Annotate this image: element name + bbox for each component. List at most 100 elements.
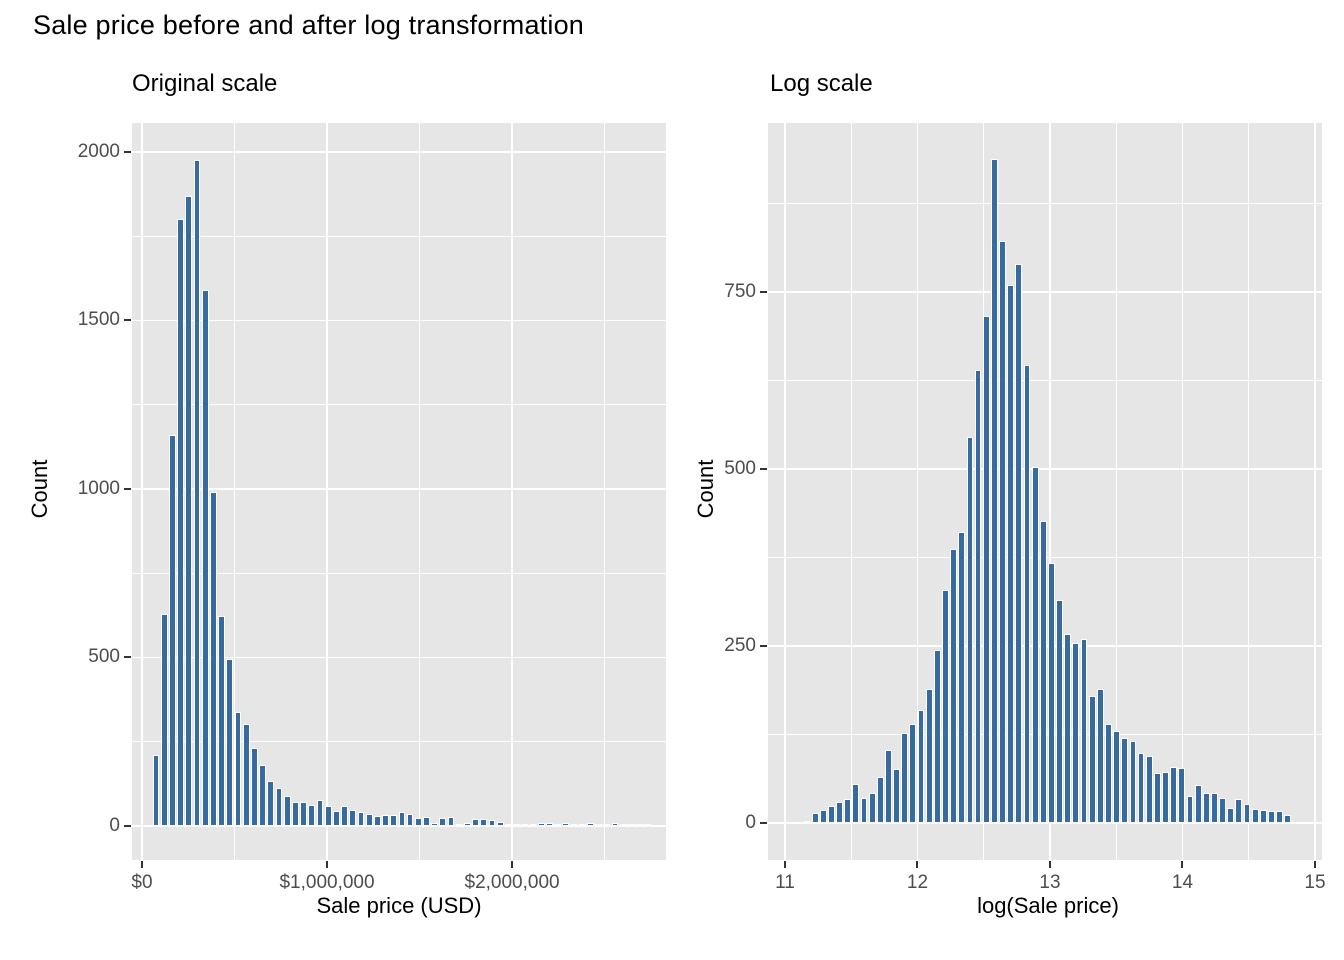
histogram-bar — [587, 822, 594, 826]
x-axis-tick — [511, 861, 514, 868]
y-axis-tick-label: 750 — [724, 281, 756, 303]
histogram-bar — [1276, 811, 1283, 824]
histogram-bar — [1137, 753, 1145, 824]
histogram-bar — [291, 802, 299, 826]
histogram-bar — [316, 800, 324, 826]
histogram-bar — [860, 797, 868, 824]
histogram-bar — [1056, 600, 1063, 824]
histogram-bar — [811, 813, 819, 824]
y-axis-tick-label: 1500 — [77, 309, 120, 331]
histogram-bar — [1113, 731, 1120, 824]
histogram-bar — [1227, 808, 1235, 824]
y-axis-tick — [124, 824, 131, 827]
histogram-bar — [537, 822, 545, 826]
histogram-bar — [1072, 643, 1080, 824]
histogram-bar — [464, 823, 471, 826]
histogram-bar — [1007, 285, 1015, 824]
histogram-bar — [488, 820, 496, 826]
y-axis-tick-label: 2000 — [77, 140, 120, 162]
histogram-bar — [447, 816, 455, 826]
histogram-bar — [1121, 737, 1129, 824]
histogram-bar — [455, 823, 463, 826]
histogram-bar — [283, 795, 291, 826]
plot-panel-log-scale — [768, 123, 1322, 860]
histogram-bar — [529, 823, 537, 826]
gridline-major-horizontal — [768, 291, 1322, 293]
x-axis-tick — [1181, 861, 1184, 868]
gridline-major-vertical — [326, 123, 328, 860]
y-axis-tick — [760, 822, 767, 825]
histogram-bar — [185, 195, 193, 826]
histogram-bar — [472, 819, 480, 826]
histogram-bar — [1251, 809, 1259, 824]
gridline-major-vertical — [511, 123, 513, 860]
histogram-bar — [1129, 741, 1137, 824]
histogram-bar — [885, 750, 892, 824]
histogram-bar — [1178, 767, 1186, 824]
histogram-bar — [365, 814, 373, 826]
histogram-bar — [1015, 263, 1023, 824]
x-axis-tick — [1313, 861, 1316, 868]
y-axis-tick-label: 1000 — [77, 477, 120, 499]
histogram-bar — [554, 823, 562, 826]
histogram-bar — [341, 805, 348, 826]
gridline-minor-vertical — [850, 123, 852, 860]
histogram-bar — [803, 821, 811, 824]
gridline-major-horizontal — [768, 468, 1322, 470]
y-axis-tick — [124, 319, 131, 322]
histogram-bar — [414, 817, 422, 826]
histogram-bar — [1039, 520, 1047, 824]
y-axis-tick — [124, 656, 131, 659]
histogram-bar — [546, 823, 553, 826]
y-axis-tick-label: 500 — [88, 646, 120, 668]
gridline-minor-horizontal — [768, 203, 1322, 205]
histogram-bar — [1031, 467, 1039, 824]
x-axis-tick — [326, 861, 329, 868]
histogram-bar — [324, 806, 332, 826]
histogram-bar — [909, 724, 917, 824]
histogram-bar — [1219, 797, 1226, 824]
y-axis-tick-label: 0 — [745, 812, 756, 834]
histogram-bar — [578, 823, 586, 826]
x-axis-tick — [1048, 861, 1051, 868]
histogram-bar — [1211, 793, 1218, 824]
histogram-bar — [925, 688, 933, 824]
histogram-bar — [382, 814, 389, 826]
x-axis-title-original: Sale price (USD) — [316, 893, 482, 918]
plot-panel-original-scale — [132, 123, 666, 860]
y-axis-tick — [760, 468, 767, 471]
histogram-bar — [562, 822, 570, 826]
histogram-bar — [1088, 696, 1096, 824]
y-axis-title-log: Count — [693, 459, 718, 519]
histogram-bar — [1162, 771, 1169, 824]
x-axis-tick-label: $1,000,000 — [279, 872, 375, 893]
histogram-bar — [1202, 793, 1210, 824]
histogram-bar — [603, 823, 611, 826]
histogram-bar — [349, 809, 357, 826]
gridline-major-horizontal — [132, 825, 666, 827]
y-axis-tick — [124, 150, 131, 153]
histogram-bar — [1170, 767, 1178, 824]
x-axis-tick-label: 12 — [906, 872, 929, 893]
histogram-bar — [595, 823, 603, 826]
histogram-bar — [259, 764, 266, 826]
histogram-bar — [275, 788, 283, 826]
histogram-bar — [201, 290, 209, 826]
y-axis-tick-label: 500 — [724, 458, 756, 480]
histogram-bar — [234, 711, 242, 826]
gridline-major-vertical — [1181, 123, 1184, 860]
histogram-bar — [1284, 815, 1292, 824]
histogram-bar — [876, 777, 884, 824]
y-axis-tick-label: 0 — [109, 814, 120, 836]
gridline-minor-vertical — [1248, 123, 1250, 860]
histogram-bar — [1023, 365, 1031, 824]
histogram-bar — [406, 814, 414, 826]
histogram-bar — [893, 769, 900, 824]
histogram-bar — [570, 823, 578, 826]
gridline-major-horizontal — [132, 488, 666, 490]
histogram-bar — [819, 810, 827, 824]
gridline-minor-horizontal — [132, 404, 666, 406]
gridline-minor-vertical — [1115, 123, 1117, 860]
x-axis-tick — [783, 861, 786, 868]
histogram-bar — [950, 549, 958, 824]
